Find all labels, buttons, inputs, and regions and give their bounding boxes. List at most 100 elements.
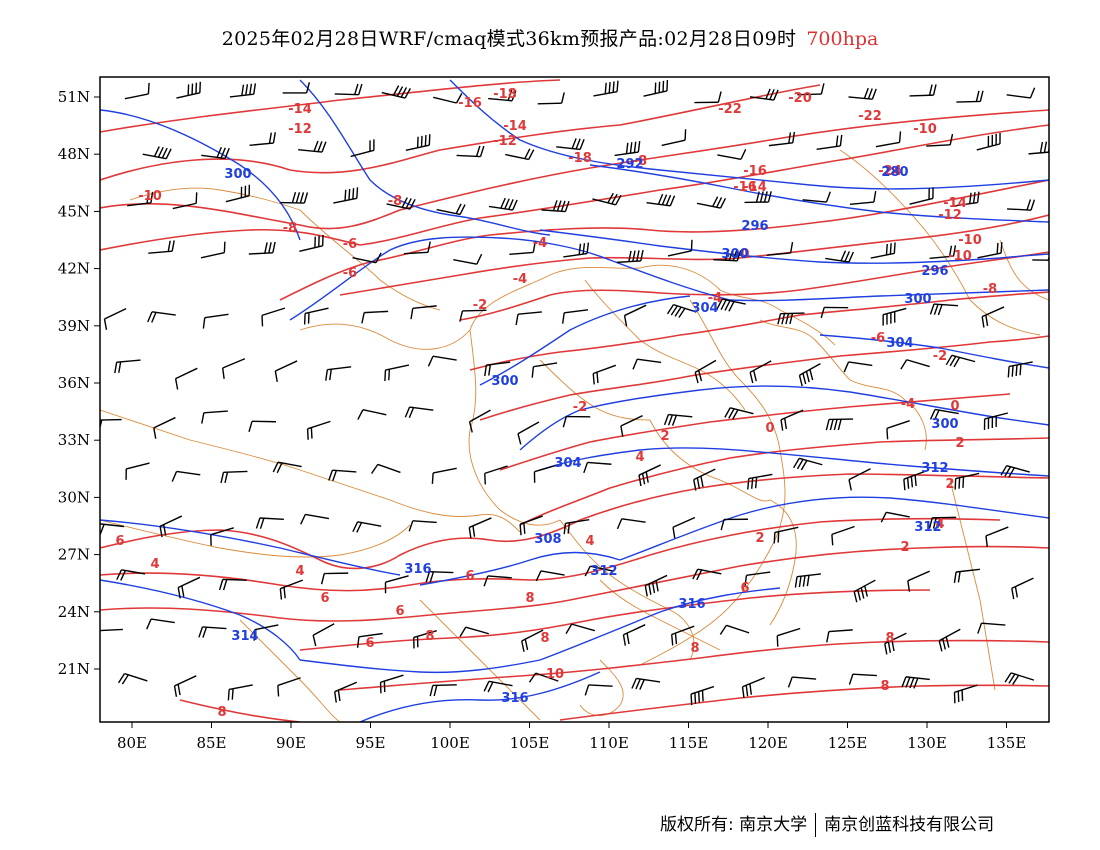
border-line: [639, 264, 836, 346]
wind-barb: [713, 249, 742, 262]
temperature-label: -2: [573, 400, 587, 415]
wind-barb: [521, 629, 544, 652]
height-label: 316: [501, 691, 528, 706]
height-contour: [539, 447, 1049, 477]
wind-barb: [693, 468, 716, 491]
wind-barb: [787, 676, 817, 688]
wind-barb: [531, 362, 558, 378]
wind-barb: [333, 187, 359, 204]
wind-barb: [583, 461, 612, 474]
wind-barb: [945, 354, 976, 368]
lon-tick-label: 80E: [117, 734, 147, 752]
wind-barb: [661, 129, 687, 147]
temperature-label: -10: [948, 249, 972, 264]
wind-barb: [124, 82, 150, 100]
company-name: 南京创蓝科技有限公司: [824, 815, 995, 835]
temperature-label: -18: [493, 87, 517, 102]
height-label: 296: [741, 219, 768, 234]
wind-barb: [900, 359, 930, 370]
wind-barb: [623, 304, 647, 327]
wind-barb: [176, 81, 202, 99]
wind-barb: [929, 303, 959, 316]
wind-barb: [433, 93, 463, 104]
wind-barb: [747, 473, 773, 490]
isotherm: [479, 335, 1049, 421]
temperature-label: -24: [878, 164, 902, 179]
wind-barb: [352, 521, 382, 533]
wind-barb: [404, 406, 434, 419]
wind-barb: [1004, 672, 1035, 685]
lat-tick-label: 27N: [58, 546, 90, 564]
temperature-label: 2: [955, 436, 964, 451]
footer-credits: 版权所有: 南京大学 南京创蓝科技有限公司: [660, 810, 994, 837]
wind-barb: [248, 241, 276, 255]
wind-barb: [429, 684, 457, 697]
isotherm: [519, 437, 1049, 526]
wind-barb: [616, 518, 646, 530]
lon-tick-label: 115E: [669, 734, 709, 752]
temperature-label: 6: [465, 569, 474, 584]
wind-barb: [300, 513, 330, 525]
wind-barb: [384, 575, 409, 594]
wind-barb: [202, 313, 229, 329]
isotherm: [100, 124, 1049, 251]
wind-barb: [148, 240, 175, 254]
wind-barb: [802, 191, 831, 203]
wind-barb: [218, 578, 247, 591]
temperature-label: -18: [568, 151, 592, 166]
wind-barb: [556, 138, 585, 151]
wind-barb: [848, 87, 877, 100]
wind-barb: [116, 569, 146, 581]
wind-barb: [114, 359, 141, 374]
wind-barb: [537, 92, 565, 105]
longitude-axis: 80E 85E 90E 95E 100E 105E 110E 115E 120E 125E 130E…: [117, 722, 1026, 752]
height-label: 300: [931, 417, 958, 432]
isotherm: [100, 517, 1001, 592]
height-contour: [539, 229, 1049, 264]
temperature-label: -12: [938, 208, 962, 223]
temperature-label: -14: [288, 102, 312, 117]
wind-barb: [468, 517, 492, 539]
wind-barb: [299, 234, 324, 253]
wind-barb: [459, 309, 487, 322]
wind-barb: [1000, 465, 1030, 478]
temperature-label: -22: [718, 102, 742, 117]
height-label: 304: [554, 456, 581, 471]
wind-barb: [253, 624, 279, 641]
temperature-label: -8: [633, 154, 647, 169]
height-contour: [449, 79, 1049, 190]
wind-barb: [483, 680, 513, 693]
wind-barb: [724, 407, 754, 420]
temperature-label: -10: [138, 189, 162, 204]
temperature-label: -10: [958, 233, 982, 248]
wind-barb: [528, 672, 559, 683]
wind-barb: [926, 133, 954, 147]
wind-barb: [696, 196, 727, 209]
wind-barb: [171, 470, 201, 482]
wind-barb: [405, 134, 431, 151]
lon-tick-label: 120E: [748, 734, 788, 752]
wind-barb: [201, 146, 230, 160]
temperature-label: 8: [425, 629, 434, 644]
wind-barb: [248, 420, 277, 433]
border-line: [100, 409, 521, 533]
wind-barb: [334, 681, 358, 703]
temperature-label: 0: [740, 247, 749, 262]
border-line: [299, 266, 641, 350]
wind-barb: [261, 307, 286, 327]
isotherm: [100, 109, 1049, 230]
wind-barb: [350, 139, 375, 158]
lat-tick-label: 48N: [58, 145, 90, 163]
temperature-label: 2: [900, 540, 909, 555]
wind-barb: [488, 197, 518, 211]
temperature-label: 4: [295, 564, 304, 579]
isotherm: [100, 473, 1049, 570]
wind-barb: [220, 470, 248, 484]
lat-tick-label: 24N: [58, 603, 90, 621]
lat-tick-label: 21N: [58, 660, 90, 678]
wind-barb: [848, 673, 877, 685]
wind-barb: [352, 252, 382, 264]
wind-barb: [853, 579, 876, 603]
border-line: [559, 519, 695, 661]
